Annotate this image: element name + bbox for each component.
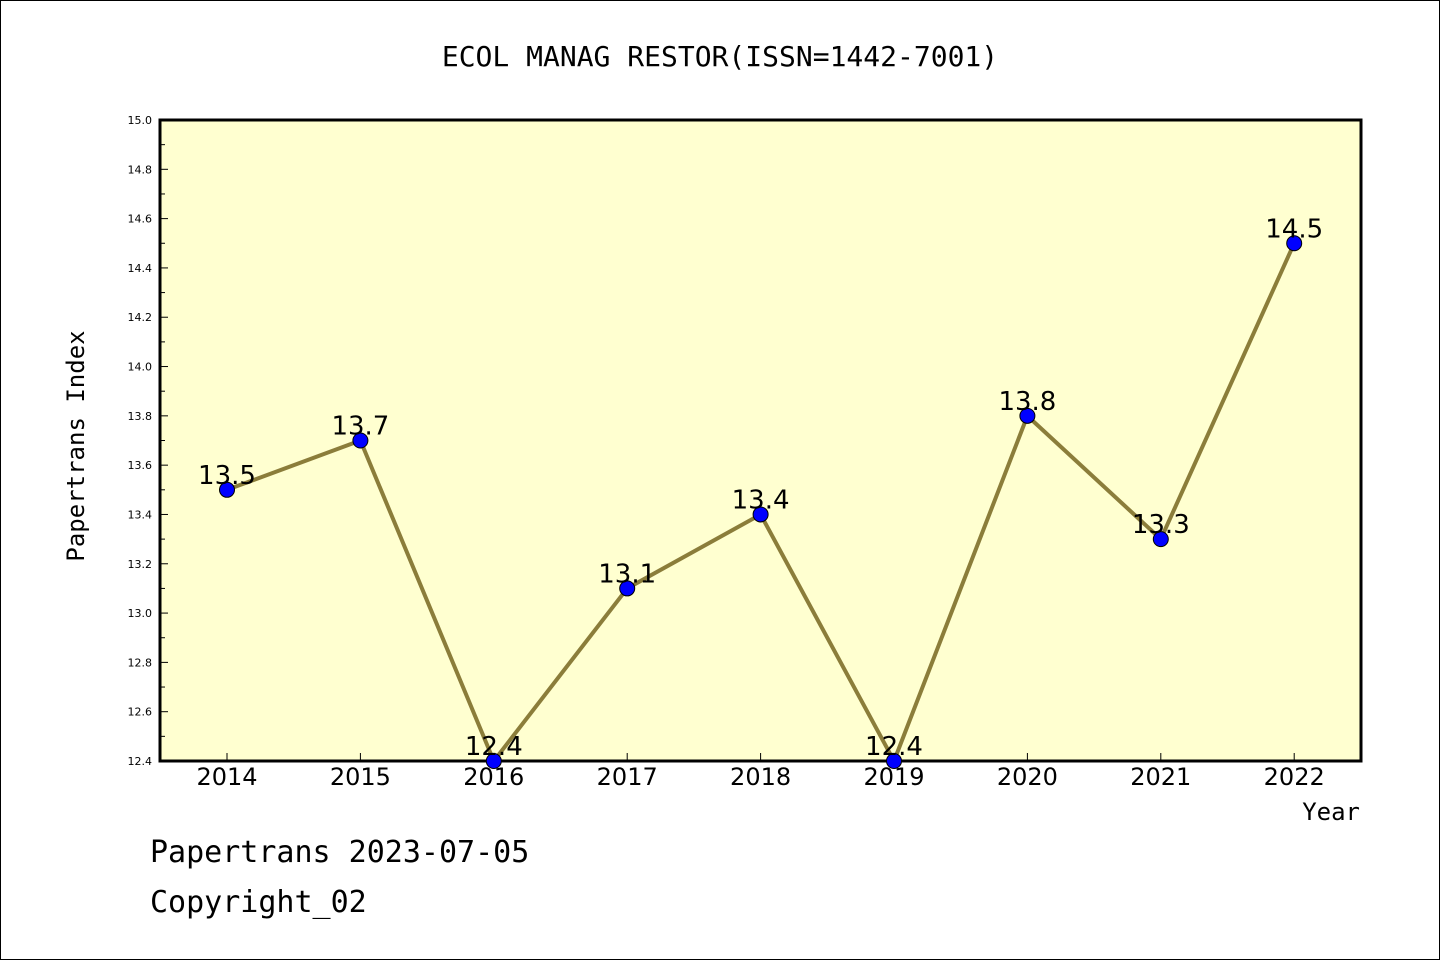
data-point-marker [752, 506, 769, 523]
y-axis-label: Papertrans Index [62, 330, 90, 561]
x-tick-label: 2014 [196, 763, 257, 791]
y-tick-label: 13.2 [128, 558, 153, 571]
y-tick-label: 12.8 [128, 656, 153, 669]
footer-copyright-text: Copyright_02 [150, 885, 367, 920]
y-tick-label: 12.6 [128, 706, 153, 719]
data-point-label: 13.1 [598, 559, 656, 589]
y-tick-label: 14.8 [128, 163, 153, 176]
x-tick-label: 2018 [730, 763, 791, 791]
y-tick-label: 15.0 [128, 114, 153, 127]
data-point-marker [352, 432, 369, 449]
x-tick-label: 2021 [1130, 763, 1191, 791]
data-point-marker [1152, 531, 1169, 548]
y-tick-label: 13.8 [128, 410, 153, 423]
data-point-label: 14.5 [1265, 214, 1323, 244]
data-point-marker [1286, 235, 1303, 252]
y-tick-label: 13.0 [128, 607, 153, 620]
data-point-marker [886, 753, 902, 769]
data-series [219, 235, 1303, 769]
chart-title: ECOL MANAG RESTOR(ISSN=1442-7001) [442, 40, 998, 73]
data-point-label: 13.4 [732, 485, 790, 515]
data-point-label: 13.8 [998, 387, 1056, 417]
data-point-label: 13.7 [331, 412, 389, 442]
data-point-marker [1019, 407, 1036, 424]
x-tick-label: 2022 [1264, 763, 1325, 791]
x-axis-ticks: 2014 2015 2016 2017 2018 2019 2020 2021 2022 [196, 753, 1325, 791]
y-tick-label: 14.0 [128, 361, 153, 374]
data-point-label: 12.4 [465, 732, 523, 762]
data-point-marker [485, 753, 502, 769]
x-tick-label: 2015 [330, 763, 391, 791]
y-tick-label: 14.6 [128, 213, 153, 226]
data-point-label: 13.5 [198, 461, 256, 491]
data-point-label: 12.4 [865, 732, 923, 762]
x-tick-label: 2017 [597, 763, 658, 791]
x-tick-label: 2020 [997, 763, 1058, 791]
data-labels: 13.5 13.7 12.4 13.1 13.4 12.4 13.8 13.3 14.5 [198, 214, 1323, 762]
footer-date-text: Papertrans 2023-07-05 [150, 835, 530, 870]
data-point-marker [619, 580, 636, 597]
data-point-label: 13.3 [1132, 510, 1190, 540]
y-tick-label: 14.4 [128, 262, 153, 275]
data-point-marker [219, 481, 235, 498]
y-tick-label: 13.4 [128, 508, 153, 521]
y-tick-label: 13.6 [128, 459, 153, 472]
y-axis-ticks: 12.4 12.6 12.8 13.0 13.2 13.4 13.6 13.8 14.0 14.2… [128, 114, 168, 768]
y-tick-label: 14.2 [128, 311, 153, 324]
x-axis-label: Year [1302, 798, 1360, 826]
y-tick-label: 12.4 [128, 755, 153, 768]
